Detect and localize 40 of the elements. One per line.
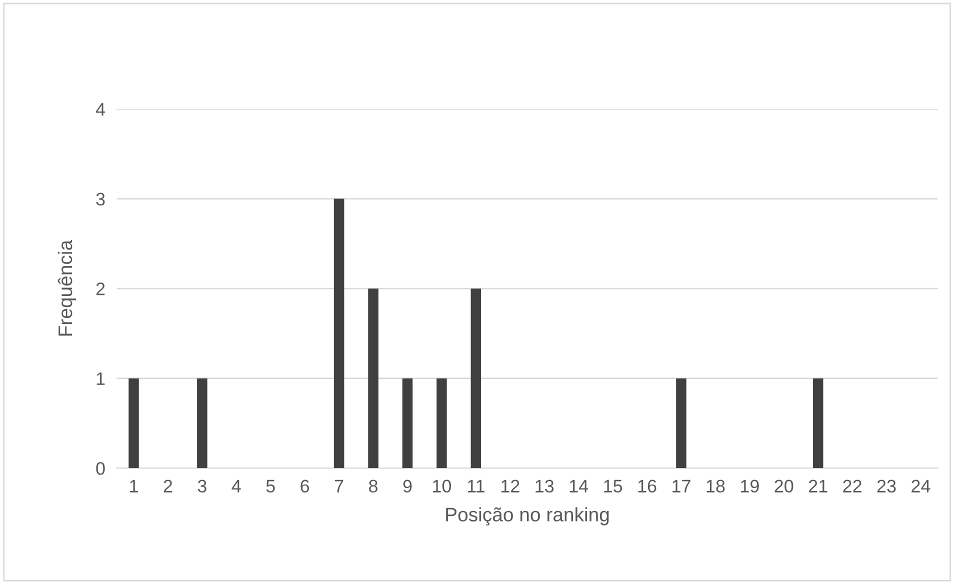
bar xyxy=(436,378,447,468)
bar xyxy=(197,378,208,468)
x-tick-label: 16 xyxy=(638,480,656,493)
y-tick-label: 1 xyxy=(96,372,105,385)
x-axis-title: Posição no ranking xyxy=(446,507,609,526)
x-tick-label: 19 xyxy=(740,480,759,493)
x-tick-label: 11 xyxy=(468,480,484,492)
x-tick-label: 18 xyxy=(706,480,725,493)
x-tick-label: 23 xyxy=(877,480,896,493)
bar xyxy=(334,198,344,468)
x-tick-label: 2 xyxy=(164,480,172,492)
x-tick-label: 6 xyxy=(300,480,310,493)
x-tick-label: 13 xyxy=(536,480,554,493)
x-tick-label: 21 xyxy=(808,480,828,492)
y-tick-label: 4 xyxy=(96,103,105,116)
x-tick-label: 5 xyxy=(266,480,275,493)
x-tick-label: 3 xyxy=(198,480,206,493)
x-tick-label: 4 xyxy=(232,480,241,492)
bar xyxy=(812,378,824,468)
x-tick-label: 24 xyxy=(912,480,930,492)
x-tick-label: 12 xyxy=(501,480,520,492)
x-tick-label: 10 xyxy=(433,480,452,493)
x-tick-label: 14 xyxy=(570,480,588,492)
x-tick-label: 1 xyxy=(130,480,138,492)
bar xyxy=(128,378,139,468)
x-tick-label: 17 xyxy=(672,480,690,492)
y-axis-title: Frequência xyxy=(58,240,76,336)
y-tick-label: 2 xyxy=(96,282,105,296)
x-tick-label: 20 xyxy=(774,480,794,493)
bar xyxy=(470,288,482,468)
x-tick-label: 22 xyxy=(843,480,862,492)
x-tick-label: 7 xyxy=(334,480,344,492)
y-tick-label: 0 xyxy=(96,462,105,475)
bar xyxy=(402,378,413,468)
x-tick-label: 8 xyxy=(369,480,378,493)
y-tick-label: 3 xyxy=(96,192,105,206)
x-tick-label: 9 xyxy=(403,480,412,493)
bar xyxy=(676,378,686,468)
x-tick-label: 15 xyxy=(604,480,622,493)
bar xyxy=(368,288,378,468)
